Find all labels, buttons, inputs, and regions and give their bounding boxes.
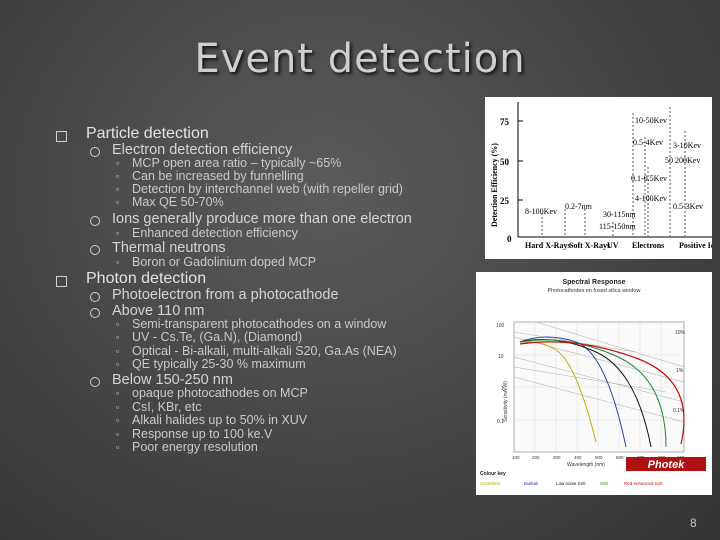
spectral-ylabel: Sensitivity (mA/W) xyxy=(503,381,509,422)
bullet-item: MCP open area ratio – typically ~65% xyxy=(132,156,342,170)
key-s20: S20 xyxy=(600,481,609,486)
bullet-dash-icon: ▫ xyxy=(116,429,120,439)
spectral-title: Spectral Response xyxy=(562,279,625,286)
bullet-item: QE typically 25-30 % maximum xyxy=(132,357,306,371)
annot-10-50kev: 10-50Kev xyxy=(635,116,667,125)
bullet-below-150nm: Below 150-250 nm xyxy=(112,372,233,388)
ytick-0: 0 xyxy=(507,234,512,244)
bullet-circle-icon xyxy=(90,377,100,387)
bullet-item: Boron or Gadolinium doped MCP xyxy=(132,255,317,269)
ytick-25: 25 xyxy=(500,196,510,206)
bullet-item: Optical - Bi-alkali, multi-alkali S20, G… xyxy=(132,344,397,358)
category-uv: UV xyxy=(607,241,619,250)
ytick-1: 1 xyxy=(501,386,504,392)
xtick: 600 xyxy=(616,455,624,460)
bullet-circle-icon xyxy=(90,245,100,255)
bullet-dash-icon: ▫ xyxy=(116,158,120,168)
bullet-dash-icon: ▫ xyxy=(116,388,120,398)
spectral-subtitle: Photocathodes on fused silica window xyxy=(548,288,641,294)
bullet-dash-icon: ▫ xyxy=(116,184,120,194)
xtick: 200 xyxy=(532,455,540,460)
bullet-item: Detection by interchannel web (with repe… xyxy=(132,182,403,196)
category-electrons: Electrons xyxy=(632,241,664,250)
efficiency-ylabel: Detection Efficiency (%) xyxy=(490,143,499,227)
bullet-circle-icon xyxy=(90,292,100,302)
bullet-circle-icon xyxy=(90,147,100,157)
xtick: 500 xyxy=(595,455,603,460)
annot-8-100kev: 8-100Kev xyxy=(525,207,557,216)
bullet-photoelectron: Photoelectron from a photocathode xyxy=(112,287,339,303)
bullet-dash-icon: ▫ xyxy=(116,197,120,207)
annot-30-115nm: 30-115nm xyxy=(603,210,636,219)
category-ions: Positive Ions xyxy=(679,241,712,250)
annot-0.2-7nm: 0.2-7nm xyxy=(565,202,593,211)
ytick-50: 50 xyxy=(500,157,510,167)
bullet-dash-icon: ▫ xyxy=(116,442,120,452)
annot-3-10kev: 3-10Kev xyxy=(673,141,701,150)
curve-red-s20 xyxy=(519,341,685,445)
ytick-0.1: 0.1 xyxy=(497,419,504,425)
bullet-item: Can be increased by funnelling xyxy=(132,169,304,183)
bullet-above-110nm: Above 110 nm xyxy=(112,303,205,319)
annot-4-100kev: 4-100Kev xyxy=(635,194,667,203)
photek-logo xyxy=(626,457,706,471)
bullet-dash-icon: ▫ xyxy=(116,332,120,342)
annot-50-200kev: 50 200Kev xyxy=(665,156,700,165)
bullet-square-icon xyxy=(56,131,67,142)
xtick: 100 xyxy=(512,455,520,460)
bullet-item: opaque photocathodes on MCP xyxy=(132,386,308,400)
colour-key-title: Colour key xyxy=(480,471,506,477)
bullet-particle-detection: Particle detection xyxy=(86,125,209,142)
bullet-dash-icon: ▫ xyxy=(116,257,120,267)
bullet-thermal-neutrons: Thermal neutrons xyxy=(112,240,226,256)
right-tick-0.1: 0.1% xyxy=(673,408,685,414)
bullet-item: UV - Cs.Te, (Ga.N), (Diamond) xyxy=(132,330,303,344)
bullet-dash-icon: ▫ xyxy=(116,402,120,412)
xtick: 300 xyxy=(553,455,561,460)
bullet-ions: Ions generally produce more than one ele… xyxy=(112,211,412,227)
right-tick-10: 10% xyxy=(675,330,686,336)
key-red-s20: Red enhanced S20 xyxy=(624,481,663,486)
ytick-10: 10 xyxy=(498,354,504,360)
xtick: 400 xyxy=(574,455,582,460)
bullet-item: Response up to 100 ke.V xyxy=(132,427,273,441)
annot-0.5-4kev: 0.5-4Kev xyxy=(633,138,663,147)
annot-115-150nm: 115-150nm xyxy=(599,222,636,231)
annot-0.5-3kev: 0.5-3Kev xyxy=(673,202,703,211)
bullet-dash-icon: ▫ xyxy=(116,228,120,238)
bullet-dash-icon: ▫ xyxy=(116,171,120,181)
bullet-electron-efficiency: Electron detection efficiency xyxy=(112,142,293,158)
bullet-circle-icon xyxy=(90,308,100,318)
ytick-75: 75 xyxy=(500,117,510,127)
bullet-dash-icon: ▫ xyxy=(116,319,120,329)
key-solarblind: Solarblind xyxy=(480,481,501,486)
bullet-dash-icon: ▫ xyxy=(116,346,120,356)
bullet-item: Max QE 50-70% xyxy=(132,195,224,209)
key-bialkali: Bialkali xyxy=(524,481,538,486)
bullet-circle-icon xyxy=(90,216,100,226)
right-tick-1: 1% xyxy=(676,368,684,374)
bullet-item: Enhanced detection efficiency xyxy=(132,226,298,240)
spectral-xlabel: Wavelength (nm) xyxy=(567,462,605,468)
spectral-response-figure: Spectral Response Photocathodes on fused… xyxy=(476,272,712,495)
slide-title: Event detection xyxy=(194,36,526,82)
category-soft: Soft X-Rays xyxy=(569,241,610,250)
detection-efficiency-figure: Detection Efficiency (%) 75 50 25 0 10-5… xyxy=(485,97,720,259)
bullet-square-icon xyxy=(56,276,67,287)
key-low-noise-s20: Low noise S20 xyxy=(556,481,586,486)
bullet-item: Poor energy resolution xyxy=(132,440,258,454)
bullet-item: Alkali halides up to 50% in XUV xyxy=(132,413,308,427)
annot-0.1-0.5kev: 0.1-0.5Kev xyxy=(631,174,667,183)
photek-logo-text: Photek xyxy=(648,459,686,471)
ytick-100: 100 xyxy=(496,323,505,329)
bullet-dash-icon: ▫ xyxy=(116,415,120,425)
bullet-photon-detection: Photon detection xyxy=(86,270,207,287)
page-number: 8 xyxy=(690,516,697,530)
bullet-dash-icon: ▫ xyxy=(116,359,120,369)
category-hard: Hard X-Rays xyxy=(525,241,571,250)
bullet-item: Semi-transparent photocathodes on a wind… xyxy=(132,317,387,331)
bullet-item: CsI, KBr, etc xyxy=(132,400,202,414)
curve-s20 xyxy=(519,339,667,448)
